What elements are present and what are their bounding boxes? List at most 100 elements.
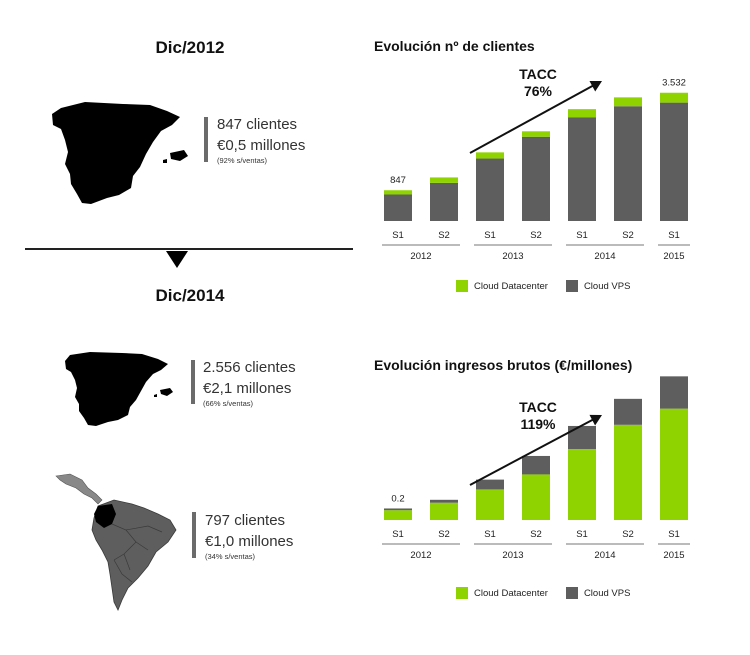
annotation-label: TACC	[519, 66, 557, 82]
chart-title-revenue: Evolución ingresos brutos (€/millones)	[374, 357, 633, 373]
revenue-value: €2,1 millones	[203, 380, 292, 397]
bar-vps	[614, 106, 642, 221]
bar-vps	[522, 455, 550, 475]
year-label: 2014	[594, 550, 615, 561]
chart-title-clients: Evolución nº de clientes	[374, 38, 535, 54]
arrow-head-icon	[589, 414, 602, 426]
legend-label: Cloud Datacenter	[474, 587, 548, 599]
growth-arrow-line	[469, 417, 597, 486]
down-arrow-icon	[166, 251, 188, 268]
x-tick-label: S2	[530, 529, 542, 540]
bar-datacenter	[522, 474, 550, 520]
data-label: 847	[390, 175, 406, 186]
stats-2012: 847 clientes €0,5 millones (92% s/ventas…	[217, 114, 305, 165]
bar-datacenter	[430, 177, 458, 183]
bar-datacenter	[476, 489, 504, 520]
year-label: 2012	[410, 251, 431, 262]
legend-item-vps: Cloud VPS	[565, 280, 631, 292]
bar-datacenter	[476, 152, 504, 159]
stats-bar-latam	[192, 512, 196, 558]
year-label: 2014	[594, 251, 615, 262]
clients-count: 2.556 clientes	[203, 359, 296, 376]
stats-2014-latam: 797 clientes €1,0 millones (34% s/ventas…	[205, 510, 293, 561]
bar-vps	[430, 499, 458, 503]
legend-label: Cloud Datacenter	[474, 280, 548, 292]
bar-vps	[476, 158, 504, 221]
growth-arrow-line	[469, 83, 597, 154]
x-tick-label: S1	[668, 230, 680, 241]
x-tick-label: S2	[530, 230, 542, 241]
stats-bar-spain	[191, 360, 195, 404]
annotation-label: TACC	[519, 399, 557, 415]
timeline-divider	[25, 248, 353, 250]
x-tick-label: S1	[392, 529, 404, 540]
data-label: 2.1	[667, 370, 680, 372]
bar-datacenter	[384, 190, 412, 195]
date-title-2014: Dic/2014	[155, 286, 225, 305]
legend-swatch	[456, 280, 468, 292]
bar-datacenter	[660, 92, 688, 103]
x-tick-label: S2	[622, 529, 634, 540]
arrow-head-icon	[589, 81, 602, 92]
clients-count: 797 clientes	[205, 512, 286, 529]
sales-share: (66% s/ventas)	[203, 399, 254, 408]
bar-vps	[476, 479, 504, 490]
date-title-2012: Dic/2012	[155, 38, 225, 57]
sales-share: (92% s/ventas)	[217, 156, 268, 165]
bar-vps	[384, 194, 412, 221]
revenue-value: €1,0 millones	[205, 533, 294, 550]
bar-datacenter	[614, 97, 642, 107]
stats-bar-2012	[204, 117, 208, 162]
bar-vps	[430, 182, 458, 221]
legend-item-vps: Cloud VPS	[565, 587, 631, 599]
bar-vps	[660, 102, 688, 221]
bar-datacenter	[568, 449, 596, 520]
clients-count: 847 clientes	[217, 116, 298, 133]
stats-2014-spain: 2.556 clientes €2,1 millones (66% s/vent…	[203, 357, 296, 408]
bar-vps	[568, 117, 596, 221]
year-label: 2013	[502, 550, 523, 561]
x-tick-label: S2	[622, 230, 634, 241]
bar-datacenter	[568, 109, 596, 118]
bar-datacenter	[614, 424, 642, 520]
legend-item-datacenter: Cloud Datacenter	[456, 280, 548, 292]
bar-datacenter	[430, 502, 458, 520]
bar-datacenter	[660, 408, 688, 520]
x-tick-label: S1	[392, 230, 404, 241]
x-tick-label: S1	[484, 529, 496, 540]
revenue-chart: 0.2 2.1 S1 S2 S1 S2 S1 S2 S1 2012 2013 2014 2015 TACC…	[382, 370, 690, 561]
clients-chart: 847 3.532 S1 S2 S1 S2 S1 S2 S1 2012 2013 2014 2015 TA…	[382, 66, 690, 262]
legend-swatch	[456, 587, 468, 599]
year-label: 2015	[663, 251, 684, 262]
sales-share: (34% s/ventas)	[205, 552, 256, 561]
legend-clients: Cloud Datacenter Cloud VPS	[456, 280, 630, 292]
legend-label: Cloud VPS	[583, 280, 631, 292]
spain-map-2014	[65, 352, 173, 426]
latam-map	[55, 473, 177, 611]
annotation-value: 76%	[524, 83, 553, 99]
legend-revenue: Cloud Datacenter Cloud VPS	[456, 587, 630, 599]
bar-vps	[660, 376, 688, 409]
annotation-value: 119%	[520, 416, 556, 432]
legend-label: Cloud VPS	[583, 587, 631, 599]
bar-vps	[384, 508, 412, 511]
bar-vps	[522, 136, 550, 221]
x-tick-label: S2	[438, 230, 450, 241]
year-label: 2013	[502, 251, 523, 262]
year-label: 2015	[663, 550, 684, 561]
data-label: 0.2	[391, 493, 404, 504]
legend-swatch	[565, 587, 578, 599]
x-tick-label: S1	[668, 529, 680, 540]
year-label: 2012	[410, 550, 431, 561]
bar-datacenter	[522, 131, 550, 137]
legend-item-datacenter: Cloud Datacenter	[456, 587, 548, 599]
legend-swatch	[565, 280, 578, 292]
bar-vps	[614, 398, 642, 425]
data-label: 3.532	[662, 78, 686, 89]
x-tick-label: S1	[484, 230, 496, 241]
spain-map-2012	[52, 102, 188, 204]
bar-datacenter	[384, 510, 412, 520]
revenue-value: €0,5 millones	[217, 137, 306, 154]
bar-vps	[568, 425, 596, 450]
x-tick-label: S1	[576, 529, 588, 540]
